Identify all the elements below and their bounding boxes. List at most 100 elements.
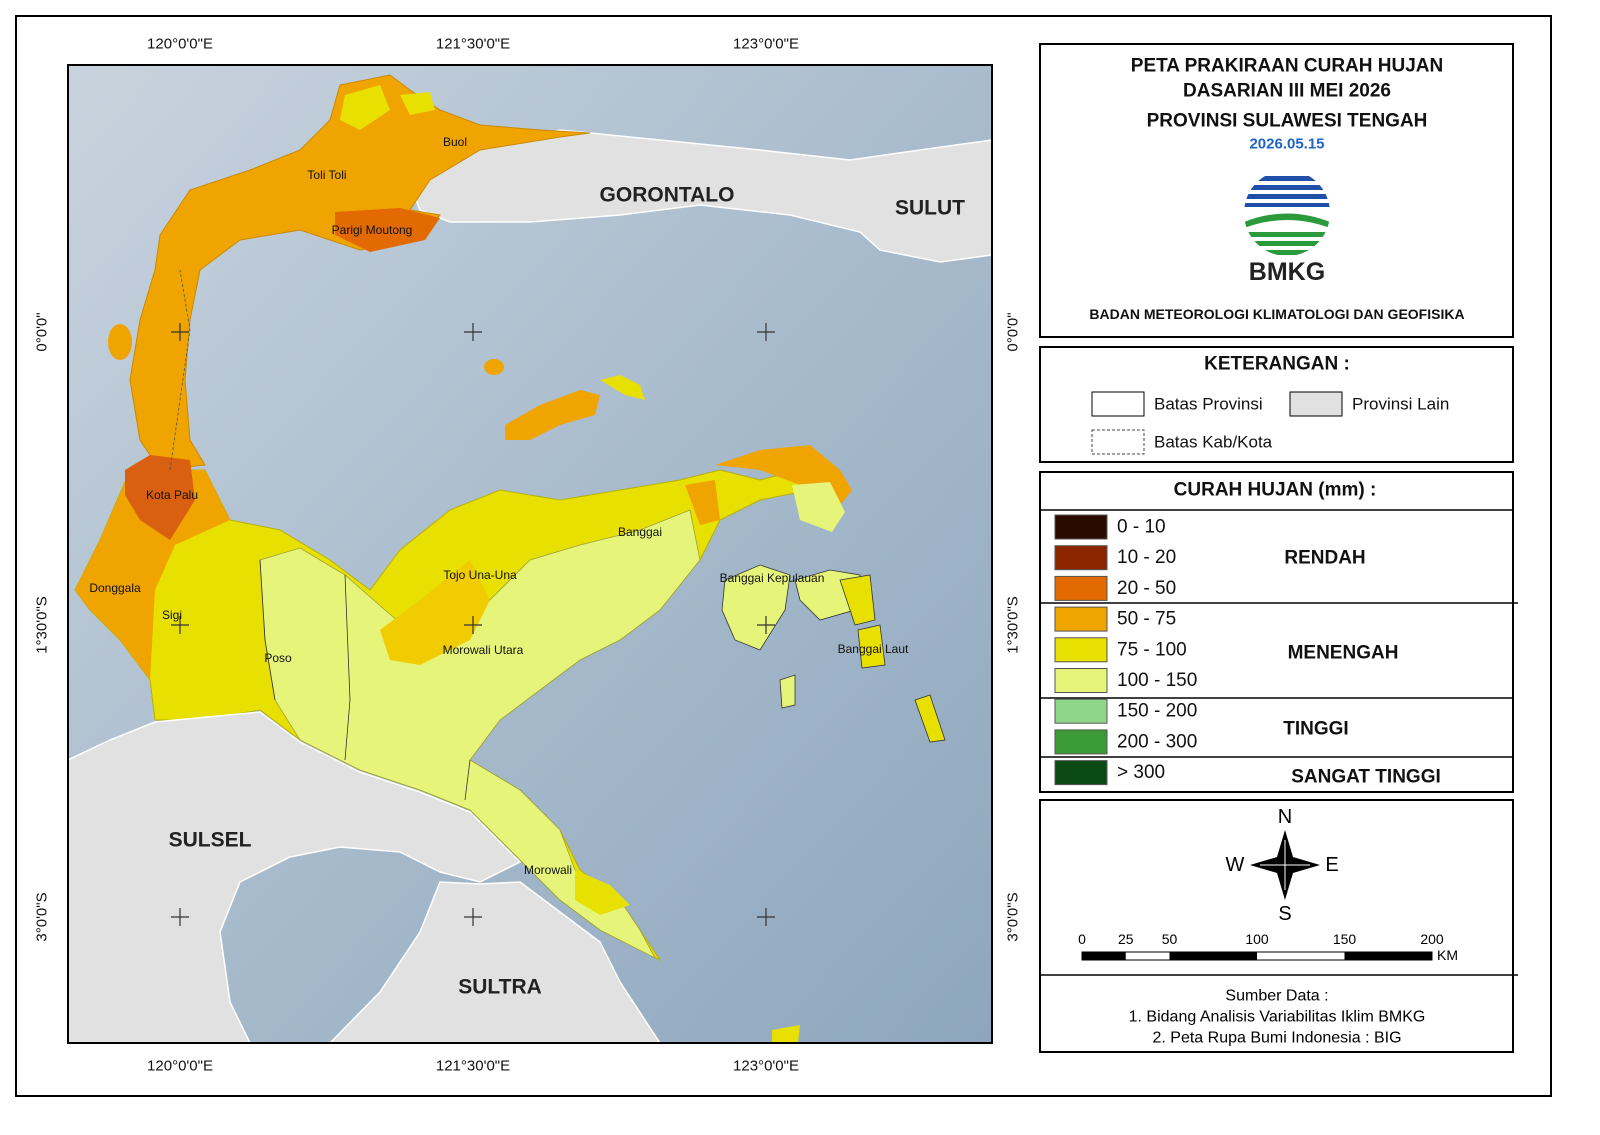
graticule — [171, 323, 775, 926]
banggai-laut — [857, 624, 886, 669]
map-frame — [67, 64, 993, 1044]
scale-bar: 0 25 50 100 150 200 — [1078, 931, 1444, 961]
compass-e: E — [1325, 854, 1338, 876]
latitude-label: 0°0'0" — [34, 312, 51, 351]
province-label: SULSEL — [169, 829, 252, 852]
scale-tick-label: 200 — [1420, 931, 1444, 947]
province-label: SULUT — [895, 197, 965, 220]
class-swatch — [1054, 637, 1108, 663]
class-swatch — [1054, 575, 1108, 601]
agency: BADAN METEOROLOGI KLIMATOLOGI DAN GEOFIS… — [1089, 306, 1464, 322]
regency-label: Toli Toli — [307, 168, 346, 182]
regency-label: Parigi Moutong — [332, 223, 413, 237]
longitude-label: 121°30'0"E — [436, 36, 510, 53]
compass-rose — [1260, 840, 1310, 890]
legend-item: Provinsi Lain — [1352, 395, 1449, 414]
keterangan-title: KETERANGAN : — [1204, 354, 1350, 375]
togean-islands — [505, 390, 600, 440]
map-labels: GORONTALO SULUT SULSEL SULTRA Buol Toli Toli P… — [89, 135, 965, 999]
longitude-label: 120°0'0"E — [147, 36, 213, 53]
date: 2026.05.15 — [1249, 136, 1324, 153]
source-item: 2. Peta Rupa Bumi Indonesia : BIG — [1152, 1030, 1401, 1047]
class-label: > 300 — [1117, 762, 1165, 783]
legend-item: Batas Kab/Kota — [1154, 433, 1273, 452]
parigi-area — [335, 208, 440, 252]
regency-border — [169, 269, 191, 471]
class-label: 75 - 100 — [1117, 639, 1187, 660]
regency-label: Morowali — [524, 863, 572, 877]
regency-label: Tojo Una-Una — [443, 568, 517, 582]
coordinate-labels: 120°0'0"E 120°0'0"E 121°30'0"E 121°30'0"E 12… — [34, 36, 1022, 1075]
scale-segment — [1169, 952, 1257, 960]
source-title: Sumber Data : — [1225, 988, 1328, 1005]
regency-label: Banggai Laut — [838, 642, 909, 656]
longitude-label: 121°30'0"E — [436, 1058, 510, 1075]
island — [914, 694, 946, 743]
regency-label: Banggai — [618, 525, 662, 539]
longitude-label: 120°0'0"E — [147, 1058, 213, 1075]
bmkg-logo — [1244, 170, 1330, 256]
info-panel — [1039, 799, 1514, 1053]
scale-segment — [1082, 952, 1126, 960]
province-label: SULTRA — [458, 976, 542, 999]
legend-item: Batas Provinsi — [1154, 395, 1263, 414]
class-swatch — [1054, 514, 1108, 540]
latitude-label: 1°30'0"S — [34, 596, 51, 654]
banggai-islands — [839, 574, 876, 626]
source-item: 1. Bidang Analisis Variabilitas Iklim BM… — [1129, 1009, 1426, 1026]
island — [108, 324, 132, 360]
legend-divider — [1040, 509, 1518, 758]
regency-label: Kota Palu — [146, 488, 198, 502]
sultra-area — [328, 881, 661, 1043]
north-patch — [400, 92, 435, 115]
scale-tick-label: 50 — [1162, 931, 1178, 947]
banggai-islands — [721, 564, 791, 651]
logo-text: BMKG — [1249, 258, 1325, 286]
title-line: DASARIAN III MEI 2026 — [1183, 81, 1391, 102]
island — [779, 674, 796, 709]
class-label: 20 - 50 — [1117, 578, 1176, 599]
class-label: 0 - 10 — [1117, 517, 1166, 538]
class-label: 50 - 75 — [1117, 609, 1176, 630]
gorontalo-area — [409, 129, 992, 263]
regency-label: Sigi — [162, 608, 182, 622]
regency-label: Banggai Kepulauan — [720, 571, 825, 585]
longitude-label: 123°0'0"E — [733, 1058, 799, 1075]
togean-islands — [600, 375, 645, 400]
group-label: TINGGI — [1283, 719, 1348, 740]
morowali-patch — [575, 870, 630, 915]
latitude-label: 3°0'0"S — [34, 892, 51, 941]
regency-label: Donggala — [89, 581, 141, 595]
banggai-patch — [685, 480, 720, 525]
title-line: PETA PRAKIRAAN CURAH HUJAN — [1131, 56, 1443, 77]
palu-area — [125, 455, 195, 540]
class-swatch — [1054, 729, 1108, 755]
group-label: RENDAH — [1284, 548, 1365, 569]
class-label: 200 - 300 — [1117, 731, 1197, 752]
island — [772, 1025, 800, 1043]
group-label: MENENGAH — [1288, 643, 1399, 664]
latitude-label: 0°0'0" — [1005, 312, 1022, 351]
tojo-patch — [380, 560, 490, 665]
group-label: SANGAT TINGGI — [1291, 767, 1441, 788]
rainfall-title: CURAH HUJAN (mm) : — [1174, 480, 1377, 501]
regency-label: Buol — [443, 135, 467, 149]
legend-swatch — [1289, 391, 1343, 417]
rainfall-panel — [1039, 471, 1514, 793]
regency-border — [259, 559, 471, 801]
compass-n: N — [1278, 806, 1292, 828]
island — [484, 359, 504, 375]
class-swatch — [1054, 698, 1108, 724]
eastern-tip-green — [792, 482, 845, 532]
regency-label: Poso — [264, 651, 292, 665]
scale-tick-label: 150 — [1333, 931, 1357, 947]
rainfall-classes: 0 - 10 10 - 20 20 - 50 50 - 75 75 - 100 100 -… — [1054, 514, 1197, 786]
class-label: 10 - 20 — [1117, 547, 1176, 568]
latitude-label: 3°0'0"S — [1005, 892, 1022, 941]
compass-s: S — [1278, 903, 1291, 925]
scale-tick-label: 25 — [1118, 931, 1134, 947]
class-swatch — [1054, 545, 1108, 571]
legend-swatch — [1091, 391, 1145, 417]
title-line: PROVINSI SULAWESI TENGAH — [1147, 111, 1428, 132]
